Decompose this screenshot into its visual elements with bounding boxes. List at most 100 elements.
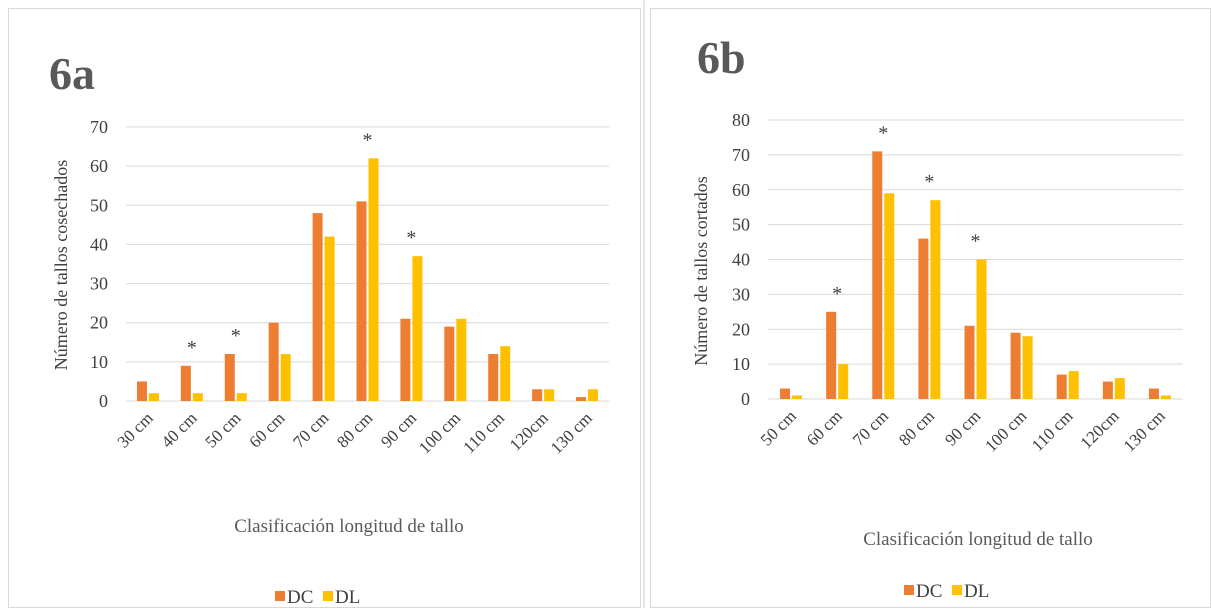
x-tick-label: 60 cm [245, 408, 288, 451]
bar-dc [1148, 388, 1159, 399]
bar-dl [884, 193, 895, 399]
y-tick-label: 30 [732, 284, 750, 304]
y-tick-label: 80 [732, 110, 750, 130]
y-tick-label: 10 [90, 352, 108, 372]
bar-dc [356, 201, 367, 401]
y-tick-label: 10 [732, 354, 750, 374]
bar-dc [826, 311, 837, 399]
x-tick-label: 60 cm [803, 406, 846, 449]
bar-dl [148, 393, 159, 401]
significance-marker: * [363, 129, 373, 151]
bar-dl [544, 389, 555, 401]
significance-marker: * [406, 227, 416, 249]
bar-dl [792, 395, 803, 399]
bar-dc [964, 325, 975, 399]
x-tick-label: 50 cm [757, 406, 800, 449]
x-axis-label: Clasificación longitud de tallo [234, 516, 464, 537]
bar-dl [588, 389, 599, 401]
legend: DC DL [275, 587, 360, 608]
x-tick-label: 130 cm [547, 408, 596, 457]
x-tick-label: 120cm [1077, 406, 1123, 452]
bar-dc [872, 151, 883, 399]
bar-dc [780, 388, 791, 399]
bar-dc [268, 322, 279, 401]
x-tick-label: 100 cm [415, 408, 464, 457]
bar-dc [532, 389, 543, 401]
y-tick-label: 20 [732, 319, 750, 339]
x-tick-label: 70 cm [849, 406, 892, 449]
bars [136, 158, 599, 401]
legend-label-dc: DC [287, 587, 313, 608]
chart-panel-6a: 6a Número de tallos cosechados Clasifica… [8, 8, 641, 608]
y-tick-label: 70 [90, 117, 108, 137]
y-tick-label: 40 [90, 234, 108, 254]
chart-title: 6a [49, 48, 95, 99]
legend: DC DL [904, 581, 989, 602]
bar-dl [838, 364, 849, 399]
bar-dl [1160, 395, 1171, 399]
y-tick-label: 50 [732, 215, 750, 235]
bar-dl [412, 256, 423, 401]
x-tick-label: 50 cm [201, 408, 244, 451]
bar-dc [444, 326, 455, 401]
x-tick-label: 40 cm [158, 408, 201, 451]
bar-dc [224, 354, 235, 401]
bar-dc [400, 318, 411, 401]
bar-dc [1056, 374, 1067, 399]
significance-marker: * [231, 325, 241, 347]
bar-dl [930, 200, 941, 399]
bar-dl [324, 236, 335, 401]
legend-swatch-dl [952, 585, 962, 595]
bar-dl [1068, 371, 1079, 399]
legend-label-dl: DL [335, 587, 360, 608]
bar-dl [1114, 378, 1125, 399]
bar-dc [136, 381, 147, 401]
y-tick-label: 60 [732, 180, 750, 200]
y-tick-label: 0 [99, 391, 108, 411]
bar-dc [488, 354, 499, 401]
legend-swatch-dc [904, 585, 914, 595]
chart-6a: 6a Número de tallos cosechados Clasifica… [49, 48, 609, 608]
x-tick-label: 80 cm [895, 406, 938, 449]
bar-dl [1022, 336, 1033, 399]
y-tick-label: 60 [90, 156, 108, 176]
bar-dc [576, 397, 587, 401]
significance-marker: * [187, 337, 197, 359]
bar-dc [918, 238, 929, 399]
bar-dl [500, 346, 511, 401]
x-tick-label: 110 cm [1028, 406, 1077, 455]
bar-dc [312, 213, 323, 401]
chart-title: 6b [697, 32, 746, 83]
x-tick-label: 120cm [506, 408, 552, 454]
bar-dl [236, 393, 247, 401]
y-tick-label: 20 [90, 313, 108, 333]
bars [780, 151, 1171, 399]
x-tick-label: 80 cm [333, 408, 376, 451]
significance-marker: * [924, 171, 934, 193]
y-tick-label: 50 [90, 195, 108, 215]
gridlines [768, 119, 1183, 400]
bar-dl [192, 393, 203, 401]
bar-dc [1102, 381, 1113, 399]
legend-label-dc: DC [916, 581, 942, 602]
y-tick-label: 0 [741, 389, 750, 409]
y-tick-label: 70 [732, 145, 750, 165]
chart-panel-6b: 6b Número de tallos cortados Clasificaci… [650, 8, 1211, 608]
y-axis-label: Número de tallos cortados [691, 176, 711, 365]
y-tick-label: 40 [732, 250, 750, 270]
bar-dl [368, 158, 379, 401]
bar-dl [280, 354, 291, 401]
x-axis-label: Clasificación longitud de tallo [863, 529, 1093, 550]
x-tick-label: 100 cm [981, 406, 1030, 455]
bar-dl [456, 318, 467, 401]
significance-marker: * [878, 122, 888, 144]
bar-dc [180, 365, 191, 401]
bar-dl [976, 259, 987, 399]
legend-swatch-dc [275, 591, 285, 601]
y-tick-label: 30 [90, 274, 108, 294]
bar-dc [1010, 332, 1021, 399]
x-tick-label: 90 cm [377, 408, 420, 451]
gridlines [126, 126, 609, 402]
chart-6b: 6b Número de tallos cortados Clasificaci… [691, 32, 1183, 602]
x-tick-label: 130 cm [1120, 406, 1169, 455]
